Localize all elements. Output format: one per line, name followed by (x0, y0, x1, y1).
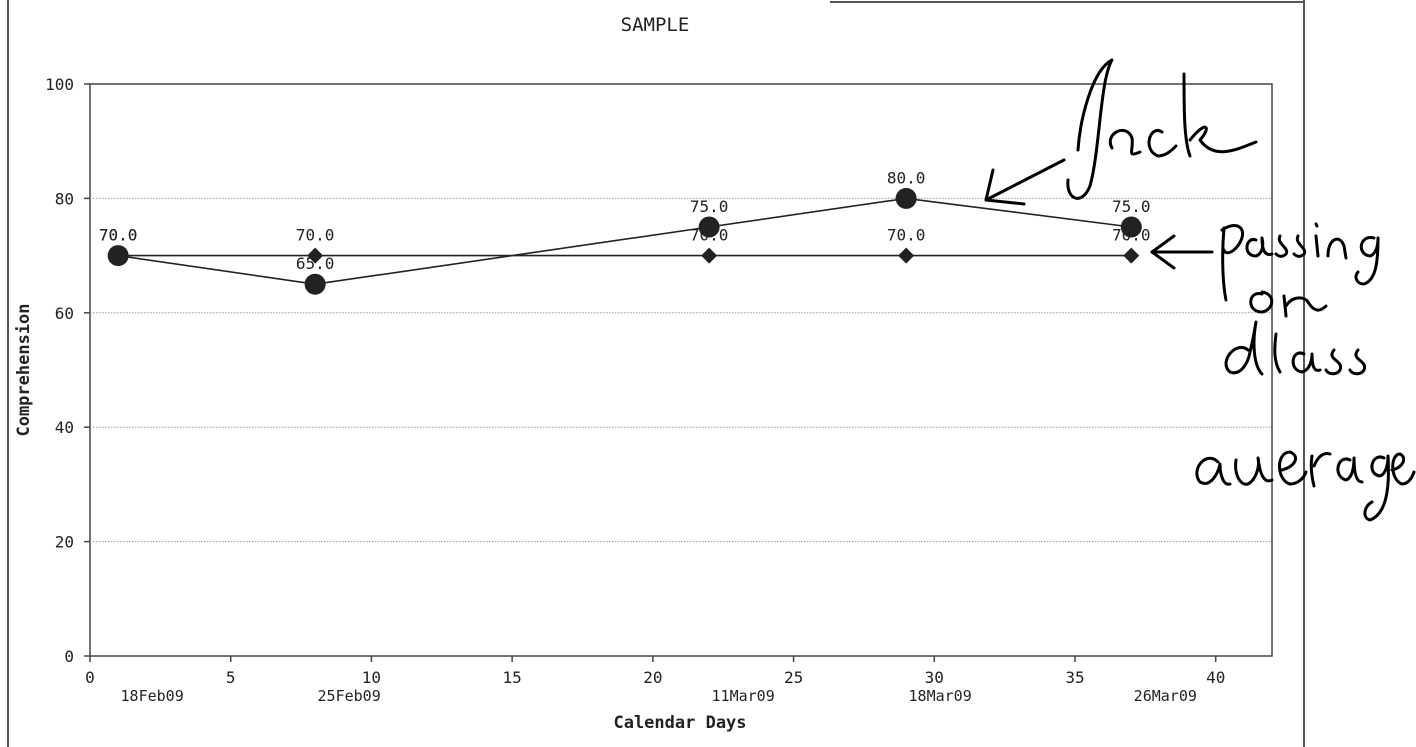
x-tick-label: 20 (643, 668, 662, 687)
x-tick-label: 30 (925, 668, 944, 687)
diamond-marker (701, 247, 718, 264)
grid-layer (90, 197, 1272, 543)
jack-handwriting (1066, 58, 1258, 200)
x-tick-label: 40 (1206, 668, 1225, 687)
x-axis-label: Calendar Days (613, 713, 746, 733)
x-tick-label: 5 (226, 668, 236, 687)
handwritten-annotations (984, 58, 1416, 522)
data-label: 65.0 (296, 254, 335, 273)
circle-marker (304, 273, 326, 295)
class-handwriting (1224, 320, 1367, 376)
y-tick-label: 80 (55, 189, 74, 208)
y-tick-label: 60 (55, 304, 74, 323)
plot-area (89, 83, 1273, 657)
diamond-marker (1123, 247, 1140, 264)
x-tick-label: 10 (362, 668, 381, 687)
diamond-marker (307, 247, 324, 264)
y-axis-label: Comprehension (14, 303, 34, 436)
circle-marker (895, 187, 917, 209)
average-handwriting (1195, 450, 1416, 522)
y-tick-label: 100 (45, 75, 74, 94)
date-label: 18Feb09 (121, 687, 184, 705)
circle-marker (698, 216, 720, 238)
y-tick-label: 0 (64, 647, 74, 666)
data-label: 70.0 (99, 226, 138, 245)
x-tick-label: 0 (85, 668, 95, 687)
date-label: 18Mar09 (909, 687, 972, 705)
data-label: 70.0 (296, 226, 335, 245)
data-label: 70.0 (99, 226, 138, 245)
passing-arrow (1150, 234, 1214, 270)
date-label: 26Mar09 (1134, 687, 1197, 705)
diamond-marker (898, 247, 915, 264)
y-tick-label: 40 (55, 418, 74, 437)
tick-layer: 0 20 40 60 80 100 0 5 10 15 20 25 30 35 40 18Feb09 25Feb… (45, 75, 1225, 705)
series-line (118, 197, 1132, 286)
data-label: 75.0 (1112, 197, 1151, 216)
diamond-marker (110, 247, 127, 264)
jack-arrow (984, 158, 1066, 206)
data-label: 70.0 (1112, 226, 1151, 245)
data-label: 75.0 (690, 197, 729, 216)
x-tick-label: 25 (784, 668, 803, 687)
data-label: 70.0 (887, 226, 926, 245)
circle-marker (1120, 216, 1142, 238)
chart-title: SAMPLE (621, 14, 690, 36)
passing-handwriting (1220, 222, 1380, 302)
y-tick-label: 20 (55, 533, 74, 552)
date-label: 11Mar09 (712, 687, 775, 705)
or-handwriting (1249, 290, 1328, 318)
date-label: 25Feb09 (318, 687, 381, 705)
x-tick-label: 15 (503, 668, 522, 687)
data-label: 70.0 (690, 226, 729, 245)
x-tick-label: 35 (1065, 668, 1084, 687)
series-layer: 70.065.075.080.075.070.0 70.0 70.0 70.0 70.0 (99, 168, 1151, 295)
data-label: 80.0 (887, 168, 926, 187)
